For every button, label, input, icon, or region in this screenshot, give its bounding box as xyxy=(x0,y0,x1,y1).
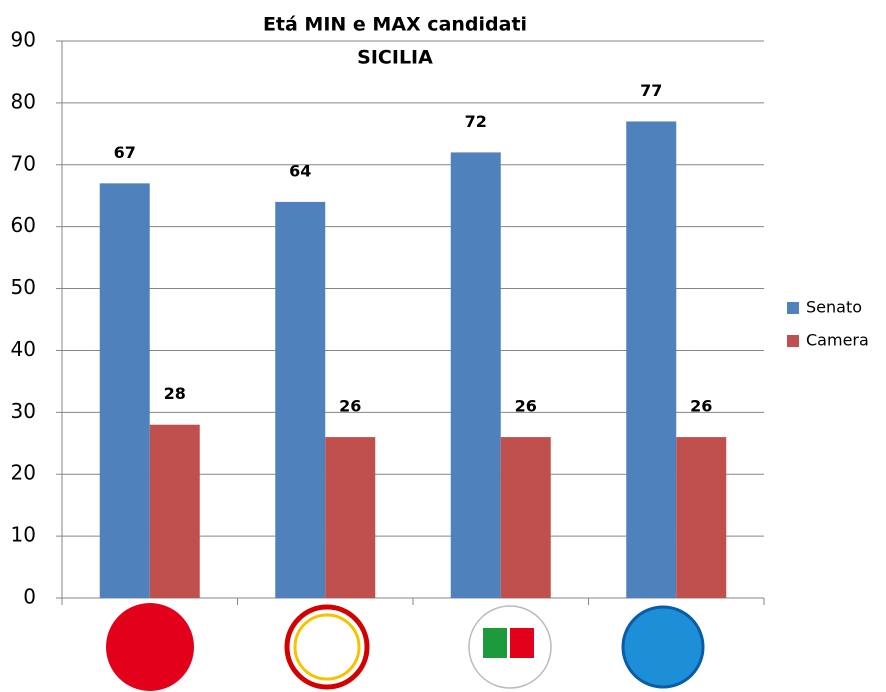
legend-label: Senato xyxy=(806,298,862,317)
bar xyxy=(626,121,677,598)
legend-swatch xyxy=(787,335,799,347)
bar xyxy=(99,183,150,598)
y-tick-label: 90 xyxy=(11,28,36,52)
bar xyxy=(275,201,326,598)
value-label: 64 xyxy=(289,161,311,180)
value-label: 26 xyxy=(339,397,361,416)
y-tick-label: 20 xyxy=(11,461,36,485)
y-tick-label: 10 xyxy=(11,523,36,547)
bar xyxy=(676,437,727,598)
value-label: 77 xyxy=(640,81,662,100)
logo xyxy=(106,603,194,691)
chart-title: Etá MIN e MAX candidati xyxy=(263,14,527,36)
logo xyxy=(293,613,361,681)
value-label: 26 xyxy=(690,397,712,416)
y-tick-label: 40 xyxy=(11,337,36,361)
bar xyxy=(149,424,200,598)
value-label: 67 xyxy=(114,143,136,162)
y-tick-label: 30 xyxy=(11,399,36,423)
y-tick-label: 70 xyxy=(11,151,36,175)
bar xyxy=(500,437,551,598)
y-tick-label: 0 xyxy=(23,585,36,609)
bar xyxy=(325,437,376,598)
logos xyxy=(106,603,705,691)
legend-label: Camera xyxy=(806,331,869,350)
y-tick-label: 60 xyxy=(11,213,36,237)
value-label: 26 xyxy=(515,397,537,416)
y-tick-label: 50 xyxy=(11,275,36,299)
logo xyxy=(621,605,705,689)
y-tick-label: 80 xyxy=(11,89,36,113)
chart-subtitle: SICILIA xyxy=(357,47,433,69)
legend-swatch xyxy=(787,302,799,314)
logo xyxy=(510,628,534,658)
value-label: 28 xyxy=(164,384,186,403)
bar xyxy=(450,152,501,598)
value-label: 72 xyxy=(465,112,487,131)
logo xyxy=(483,628,507,658)
